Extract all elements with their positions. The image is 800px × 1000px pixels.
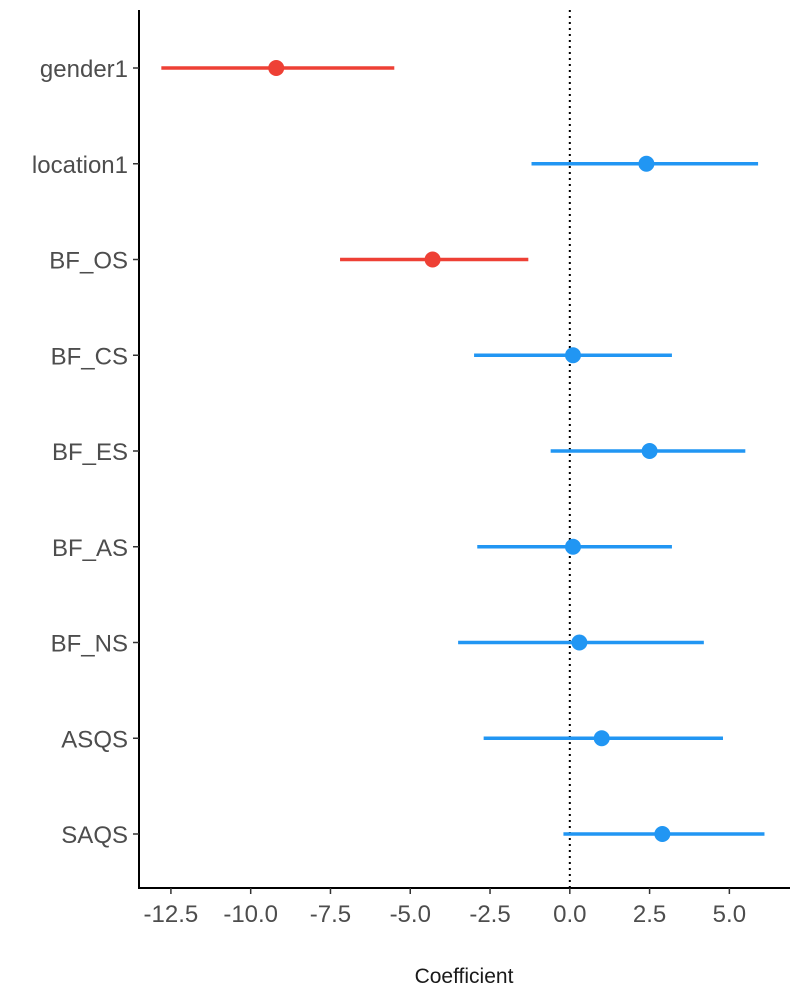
x-tick-label: -10.0 (223, 901, 278, 928)
estimate-point-saqs (654, 826, 671, 842)
estimate-point-location1 (638, 155, 655, 172)
estimate-point-asqs (593, 730, 610, 747)
estimate-point-bf-cs (565, 347, 581, 364)
x-tick-label: -5.0 (390, 901, 431, 928)
y-tick-label-bf-as: BF_AS (52, 535, 128, 562)
x-tick-label: -2.5 (469, 901, 510, 928)
y-tick-label-location1: location1 (32, 152, 128, 179)
confidence-intervals (161, 66, 765, 836)
y-tick-label-bf-cs: BF_CS (51, 343, 128, 370)
x-tick-label: -12.5 (144, 901, 199, 928)
estimate-point-gender1 (268, 60, 285, 76)
y-tick-label-bf-ns: BF_NS (51, 631, 128, 658)
y-tick-label-gender1: gender1 (40, 56, 128, 83)
x-ticks: -12.5 -10.0 -7.5 -5.0 -2.5 0.0 2.5 5.0 (144, 888, 746, 928)
point-estimates (268, 60, 671, 842)
y-tick-label-bf-es: BF_ES (52, 439, 128, 466)
y-tick-label-saqs: SAQS (61, 822, 128, 849)
estimate-point-bf-es (641, 443, 658, 459)
x-tick-label: 0.0 (553, 901, 586, 928)
y-ticks: gender1 location1 BF_OS BF_CS BF_ES BF_AS BF_N… (32, 56, 139, 849)
x-tick-label: -7.5 (310, 901, 351, 928)
x-tick-label: 2.5 (633, 901, 666, 928)
y-tick-label-bf-os: BF_OS (49, 248, 128, 275)
x-axis-title: Coefficient (415, 965, 514, 988)
estimate-point-bf-as (565, 538, 581, 555)
y-tick-label-asqs: ASQS (61, 726, 128, 753)
estimate-point-bf-os (424, 251, 441, 268)
estimate-point-bf-ns (571, 634, 588, 651)
x-tick-label: 5.0 (713, 901, 746, 928)
